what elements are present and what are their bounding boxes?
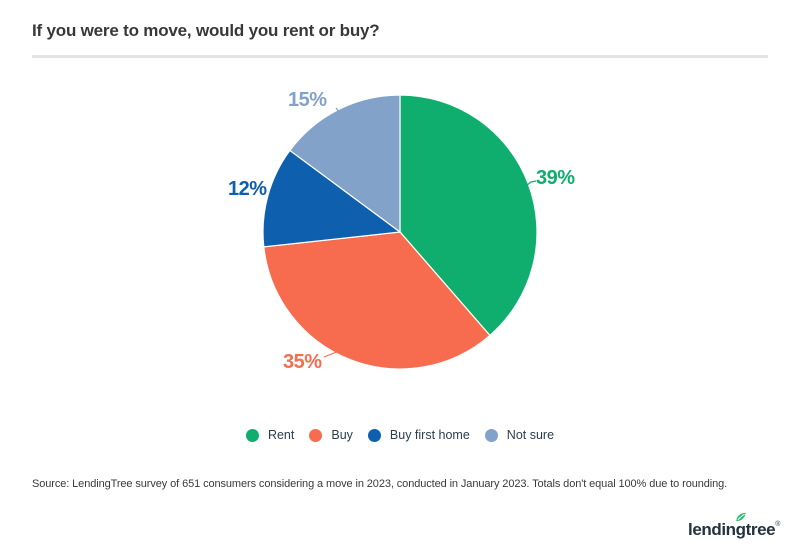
legend-item-buy-first-home: Buy first home — [367, 428, 470, 442]
legend-dot-rent — [245, 428, 259, 442]
legend: Rent Buy Buy first home Not sure — [0, 428, 800, 442]
pct-label-not-sure: 15% — [288, 89, 327, 111]
legend-dot-not-sure — [484, 428, 498, 442]
lendingtree-logo: lending tree® — [688, 512, 780, 540]
leaf-icon — [735, 512, 746, 522]
logo-text-part1: lendin — [688, 520, 736, 539]
legend-label-buy: Buy — [331, 428, 353, 442]
legend-label-rent: Rent — [267, 428, 295, 442]
pie-chart — [262, 94, 538, 370]
pct-label-buy-first-home: 12% — [228, 178, 267, 200]
registered-trademark: ® — [775, 521, 780, 528]
logo-text-part3: tree — [745, 520, 776, 539]
pct-label-rent: 39% — [536, 167, 575, 189]
title-divider — [32, 55, 768, 58]
legend-dot-buy-first-home — [367, 428, 381, 442]
legend-item-buy: Buy — [309, 428, 353, 442]
legend-item-rent: Rent — [245, 428, 295, 442]
pie-slice-buy-first-home — [262, 149, 402, 248]
legend-dot-buy — [309, 428, 323, 442]
source-text: Source: LendingTree survey of 651 consum… — [32, 478, 728, 490]
legend-item-not-sure: Not sure — [484, 428, 555, 442]
pct-label-buy: 35% — [283, 351, 322, 373]
legend-label-buy-first-home: Buy first home — [389, 428, 470, 442]
logo-text-part2: g — [736, 512, 746, 540]
pie-slice-buy — [263, 231, 491, 370]
chart-title: If you were to move, would you rent or b… — [32, 21, 380, 40]
legend-label-not-sure: Not sure — [506, 428, 555, 442]
